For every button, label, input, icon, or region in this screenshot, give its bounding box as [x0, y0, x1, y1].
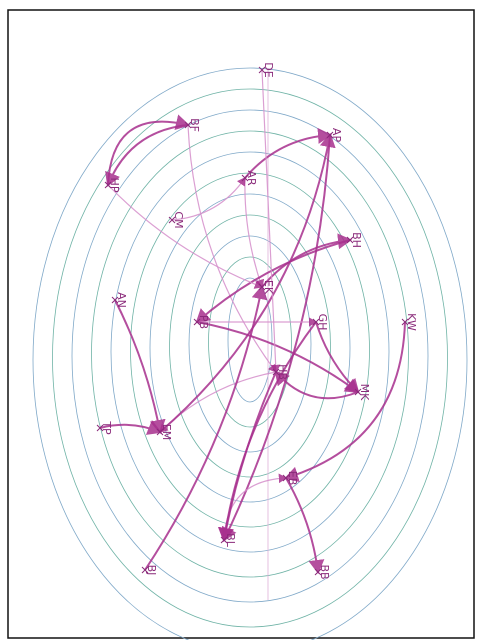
node-label: BB: [318, 564, 331, 579]
arrow: [244, 127, 332, 179]
node-label: BF: [188, 118, 201, 132]
node-cross: [168, 216, 176, 224]
arrow: [187, 124, 277, 373]
arrow: [217, 321, 317, 542]
ring: [227, 277, 273, 403]
arrow: [274, 370, 359, 400]
arrow: [195, 239, 351, 324]
node-cross: [104, 181, 112, 189]
node-label: AP: [330, 128, 343, 143]
arrow: [221, 134, 331, 542]
node-label: HB: [276, 364, 289, 380]
labels: DE AP BF HP AR BH CM AN EK PB GH KW HB MK TP EM EB BL BJ BB: [96, 62, 418, 580]
frame: [7, 9, 475, 639]
arrow: [159, 133, 336, 433]
node-label: KW: [405, 313, 418, 331]
arrow: [171, 177, 246, 221]
node-label: CM: [172, 211, 185, 228]
node-cross: [312, 318, 320, 326]
ring: [52, 88, 448, 628]
node-cross: [96, 424, 104, 432]
ring: [169, 214, 331, 478]
ring: [91, 130, 409, 578]
arrow: [114, 299, 166, 434]
node-cross: [258, 66, 266, 74]
node-label: DE: [262, 62, 275, 77]
ring: [32, 67, 468, 640]
node-label: BJ: [145, 565, 158, 576]
arrow: [285, 477, 325, 574]
node-cross: [282, 474, 290, 482]
node-cross: [258, 283, 266, 291]
arrow: [284, 321, 406, 483]
node-label: EM: [160, 424, 173, 440]
arrow: [261, 233, 352, 288]
node-label: TP: [100, 420, 113, 435]
node-label: MK: [358, 384, 371, 401]
node-cross: [401, 318, 409, 326]
ring: [208, 256, 292, 428]
node-label: GH: [316, 314, 329, 331]
node-cross: [220, 536, 228, 544]
node-cross: [241, 174, 249, 182]
ring: [188, 235, 312, 453]
ring: [149, 193, 351, 503]
arrow: [144, 285, 268, 571]
node-label: BL: [224, 533, 237, 548]
arrow: [105, 124, 189, 187]
node-label: HP: [108, 178, 121, 193]
node-cross: [111, 296, 119, 304]
arrow: [107, 184, 264, 289]
arrow: [107, 114, 190, 186]
arrow: [244, 177, 265, 289]
arrow: [99, 420, 162, 435]
arrow: [261, 69, 281, 374]
rings: [32, 67, 468, 640]
node-label: PB: [197, 315, 210, 329]
node-cross: [156, 428, 164, 436]
arrow: [196, 321, 360, 394]
node-label: BH: [350, 232, 363, 248]
node-label: EK: [262, 280, 275, 295]
ring: [71, 109, 429, 603]
node-cross: [141, 566, 149, 574]
node-cross: [354, 388, 362, 396]
node-cross: [346, 236, 354, 244]
node-cross: [326, 131, 334, 139]
ring: [110, 151, 390, 553]
node-label: AN: [115, 292, 128, 308]
node-cross: [314, 568, 322, 576]
node-label: AR: [245, 170, 258, 186]
node-cross: [184, 121, 192, 129]
node-cross: [272, 368, 280, 376]
node-cross: [193, 318, 201, 326]
node-label: EB: [286, 471, 299, 486]
arrows: [99, 69, 406, 574]
